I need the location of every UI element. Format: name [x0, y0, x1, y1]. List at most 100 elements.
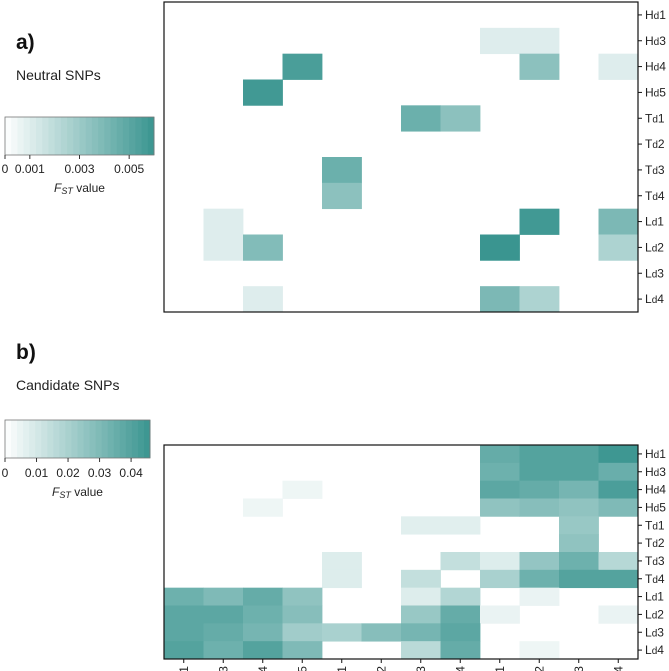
heatmap-border — [163, 1, 639, 313]
heatmap-cell — [440, 587, 481, 606]
colorbar-tick-label: 0.02 — [56, 466, 80, 480]
heatmap-cell — [559, 498, 599, 517]
heatmap-cell — [440, 605, 481, 624]
heatmap-cell — [401, 587, 441, 606]
col-label: Hd5 — [295, 666, 309, 671]
heatmap-cell — [559, 534, 599, 553]
colorbar-step — [116, 117, 124, 155]
colorbar-step — [35, 420, 42, 458]
heatmap-cell — [598, 569, 639, 589]
colorbar-tick-label: 0.003 — [64, 162, 94, 176]
colorbar-step — [42, 117, 49, 155]
colorbar-step — [147, 117, 155, 155]
colorbar-step — [125, 420, 133, 458]
heatmap-cell — [519, 27, 560, 55]
heatmap-cell — [203, 623, 244, 642]
row-label: Td4 — [645, 572, 665, 586]
colorbar-tick-label: 0.03 — [88, 466, 112, 480]
colorbar-step — [85, 117, 93, 155]
heatmap-cell — [598, 480, 639, 499]
col-label: Hd3 — [216, 666, 230, 671]
heatmap-cell — [519, 445, 560, 464]
colorbar-step — [54, 117, 62, 155]
heatmap-cell — [322, 182, 362, 210]
heatmap-cell — [519, 208, 560, 235]
colorbar-tick-label: 0.01 — [25, 466, 49, 480]
colorbar-step — [129, 117, 136, 155]
colorbar-step — [110, 117, 118, 155]
colorbar-step — [122, 117, 130, 155]
colorbar-step — [29, 420, 36, 458]
heatmap-cell — [282, 480, 323, 499]
col-label: Ld2 — [532, 666, 546, 671]
heatmap-cell — [559, 462, 599, 482]
heatmap-cell — [243, 641, 283, 660]
colorbar-step — [11, 117, 18, 155]
heatmap-cell — [243, 79, 283, 106]
colorbar-step — [23, 420, 30, 458]
heatmap-cell — [519, 462, 560, 482]
colorbar-neutral: 0 0.001 0.003 0.005 FST value — [2, 116, 155, 196]
colorbar-step — [48, 117, 56, 155]
colorbar-tick-label: 0 — [2, 162, 9, 176]
colorbar-step — [104, 117, 112, 155]
row-label: Td3 — [645, 163, 665, 177]
heatmap-cell — [598, 234, 639, 261]
colorbar-step — [95, 420, 103, 458]
col-label: Ld1 — [493, 666, 507, 671]
heatmap-cell — [480, 480, 520, 499]
heatmap-cell — [282, 53, 323, 80]
row-label: Td2 — [645, 536, 665, 550]
colorbar-step — [41, 420, 48, 458]
row-label: Hd5 — [645, 500, 666, 514]
panel-a-letter: a) — [16, 31, 35, 54]
row-label: Hd1 — [645, 447, 666, 461]
heatmap-cell — [519, 498, 560, 517]
col-label: Td2 — [374, 666, 388, 671]
heatmap-cell — [480, 27, 520, 55]
colorbar-step — [137, 420, 145, 458]
row-label: Hd3 — [645, 465, 666, 479]
row-label: Ld1 — [645, 215, 664, 229]
heatmap-cell — [480, 569, 520, 589]
colorbar-step — [143, 420, 151, 458]
colorbar-step — [36, 117, 43, 155]
heatmap-cell — [243, 498, 283, 517]
colorbar-step — [119, 420, 127, 458]
col-label: Td1 — [335, 666, 349, 671]
heatmap-cell — [598, 445, 639, 464]
heatmap-cell — [203, 587, 244, 606]
heatmap-cell — [480, 286, 520, 313]
row-label: Td4 — [645, 189, 665, 203]
heatmap-cell — [243, 605, 283, 624]
colorbar-border — [4, 419, 151, 459]
heatmap-cell — [559, 516, 599, 535]
panel-b-header: b) Candidate SNPs — [16, 341, 120, 393]
colorbar-step — [65, 420, 72, 458]
heatmap-cell — [203, 605, 244, 624]
heatmap-cell — [519, 480, 560, 499]
heatmap-cell — [322, 157, 362, 184]
heatmap-cell — [480, 552, 520, 571]
heatmap-cell — [519, 641, 560, 660]
colorbar-step — [79, 117, 87, 155]
col-label: Ld4 — [611, 666, 625, 671]
colorbar-label: FST value — [54, 181, 105, 196]
colorbar-step — [135, 117, 143, 155]
heatmap-cell — [361, 623, 402, 642]
heatmap-cell — [559, 569, 599, 589]
heatmap-cell — [322, 569, 362, 589]
heatmap-cell — [598, 552, 639, 571]
colorbar-step — [59, 420, 66, 458]
row-label: Ld3 — [645, 625, 664, 639]
colorbar-tick-label: 0.005 — [114, 162, 144, 176]
heatmap-cell — [519, 53, 560, 80]
heatmap-cell — [282, 623, 323, 642]
panel-a-header: a) Neutral SNPs — [16, 31, 101, 83]
heatmap-candidate-snps: Hd1 Hd3 Hd4 Hd5 Td1 Td2 Td3 Td4 Ld1 Ld2 Ld3 Ld4 Hd1 H… — [163, 444, 666, 671]
row-label: Ld4 — [645, 643, 664, 657]
colorbar-step — [77, 420, 85, 458]
colorbar-step — [5, 420, 12, 458]
colorbar-step — [67, 117, 74, 155]
